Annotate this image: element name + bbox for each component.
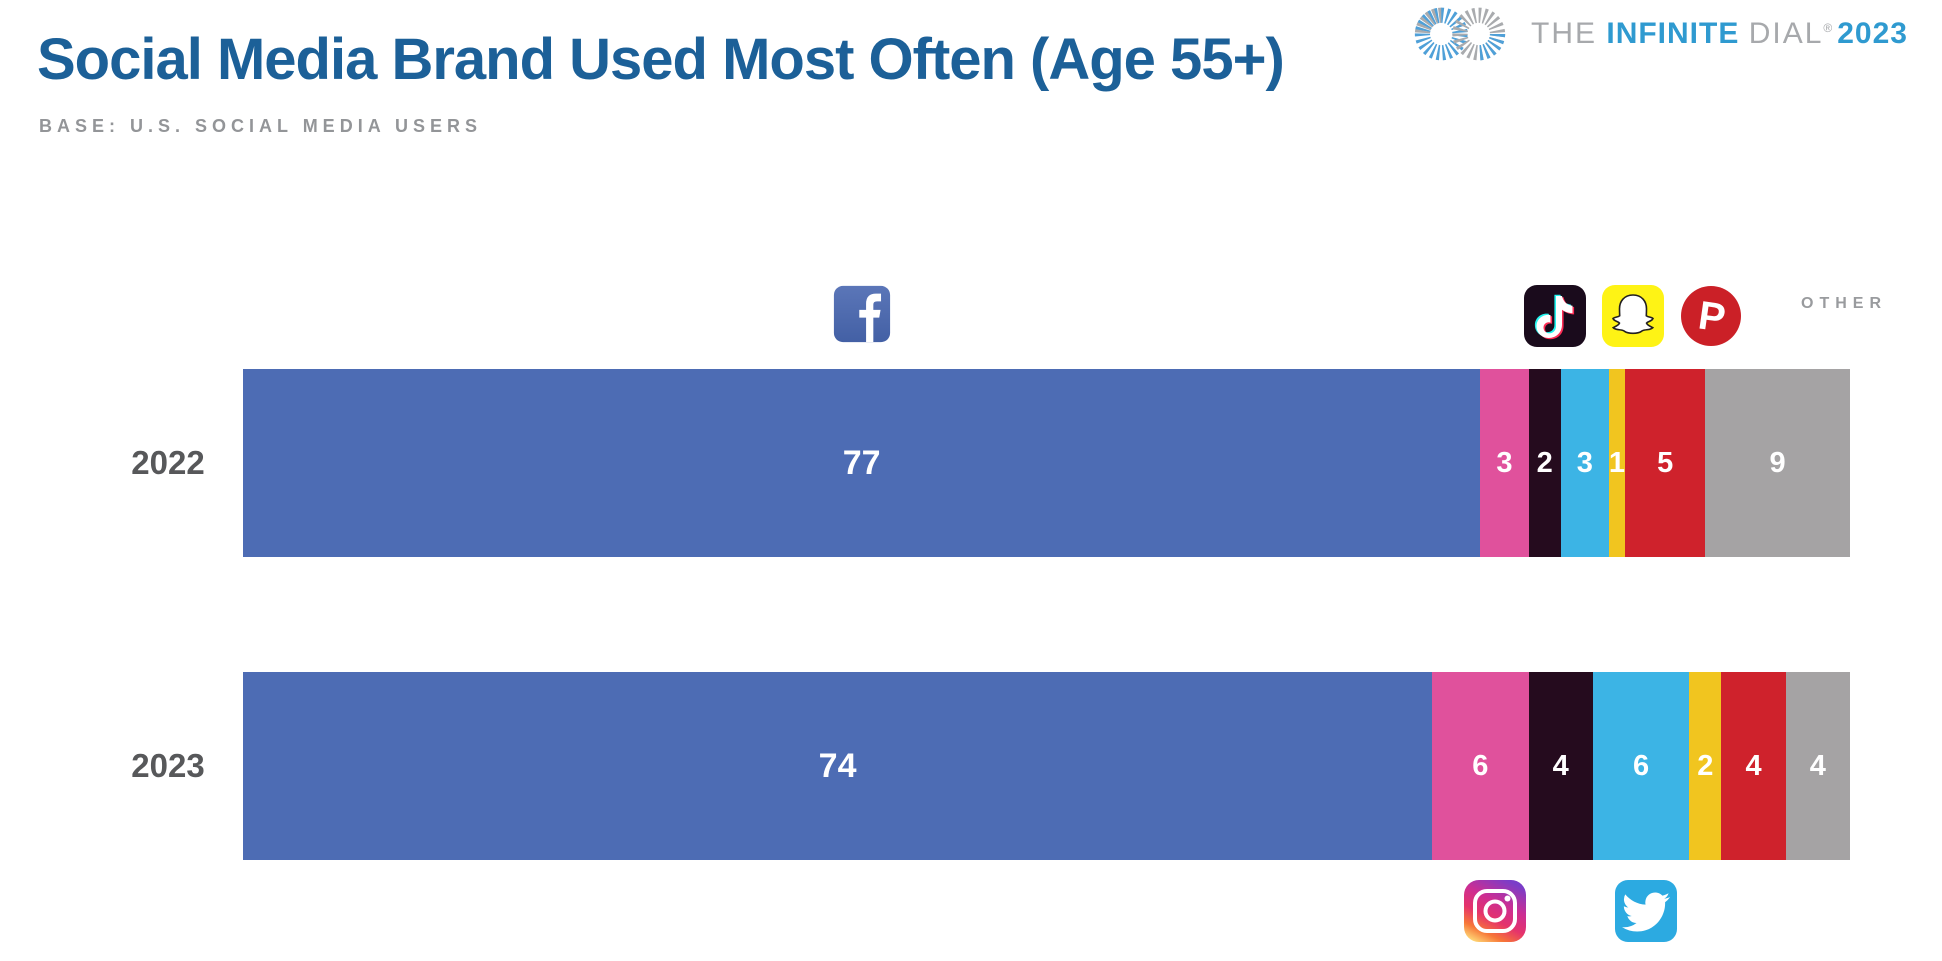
segment-instagram-2023: 6 (1432, 672, 1529, 860)
segment-value: 6 (1632, 749, 1650, 782)
base-note: BASE: U.S. SOCIAL MEDIA USERS (39, 116, 483, 136)
segment-value: 3 (1496, 446, 1513, 479)
segment-other-2022: 9 (1705, 369, 1850, 557)
bar-row-2022: 2022 77 3 2 3 1 5 9 (0, 369, 1942, 557)
segment-value: 1 (1608, 446, 1626, 479)
category-label-2023: 2023 (131, 747, 205, 784)
segment-facebook-2022: 77 (243, 369, 1481, 557)
segment-pinterest-2023: 4 (1721, 672, 1786, 860)
infinite-dial-logo-icon (1414, 7, 1506, 61)
segment-instagram-2022: 3 (1480, 369, 1529, 557)
bar-stack-2023: 74 6 4 6 2 4 4 (243, 672, 1850, 860)
logo-word-infinite: INFINITE (1606, 17, 1740, 50)
logo-word-dial: DIAL (1748, 17, 1824, 50)
segment-other-2023: 4 (1785, 672, 1850, 860)
segment-tiktok-2023: 4 (1528, 672, 1593, 860)
segment-value: 4 (1809, 749, 1826, 782)
segment-value: 3 (1576, 446, 1593, 479)
segment-facebook-2023: 74 (243, 672, 1433, 860)
svg-text:P: P (1696, 293, 1729, 340)
segment-snapchat-2022: 1 (1609, 369, 1625, 557)
segment-value: 5 (1657, 446, 1674, 479)
infinite-dial-logo: THE INFINITE DIAL® 2023 (1401, 4, 1908, 64)
segment-value: 2 (1697, 749, 1714, 782)
segment-twitter-2022: 3 (1560, 369, 1609, 557)
segment-value: 9 (1769, 446, 1786, 479)
pinterest-icon: P (1679, 284, 1743, 348)
snapchat-icon (1601, 284, 1665, 348)
bar-stack-2022: 77 3 2 3 1 5 9 (243, 369, 1850, 557)
registered-mark: ® (1823, 21, 1834, 35)
logo-year: 2023 (1837, 17, 1908, 50)
category-label-2022: 2022 (131, 444, 205, 481)
instagram-icon (1463, 879, 1527, 943)
page-title: Social Media Brand Used Most Often (Age … (37, 27, 1285, 92)
segment-value: 77 (842, 443, 881, 482)
segment-value: 4 (1745, 749, 1762, 782)
logo-word-the: THE (1531, 17, 1598, 50)
segment-tiktok-2022: 2 (1528, 369, 1561, 557)
bar-row-2023: 2023 74 6 4 6 2 4 4 (0, 672, 1942, 860)
segment-value: 74 (818, 746, 857, 785)
segment-pinterest-2022: 5 (1624, 369, 1706, 557)
other-category-label: OTHER (1801, 295, 1887, 312)
segment-snapchat-2023: 2 (1689, 672, 1722, 860)
segment-twitter-2023: 6 (1592, 672, 1690, 860)
tiktok-icon (1523, 284, 1587, 348)
twitter-icon (1614, 879, 1678, 943)
infinite-dial-logo-text: THE INFINITE DIAL® 2023 (1531, 17, 1908, 51)
segment-value: 6 (1472, 749, 1489, 782)
segment-value: 4 (1552, 749, 1569, 782)
segment-value: 2 (1536, 446, 1553, 479)
facebook-icon (833, 285, 891, 343)
